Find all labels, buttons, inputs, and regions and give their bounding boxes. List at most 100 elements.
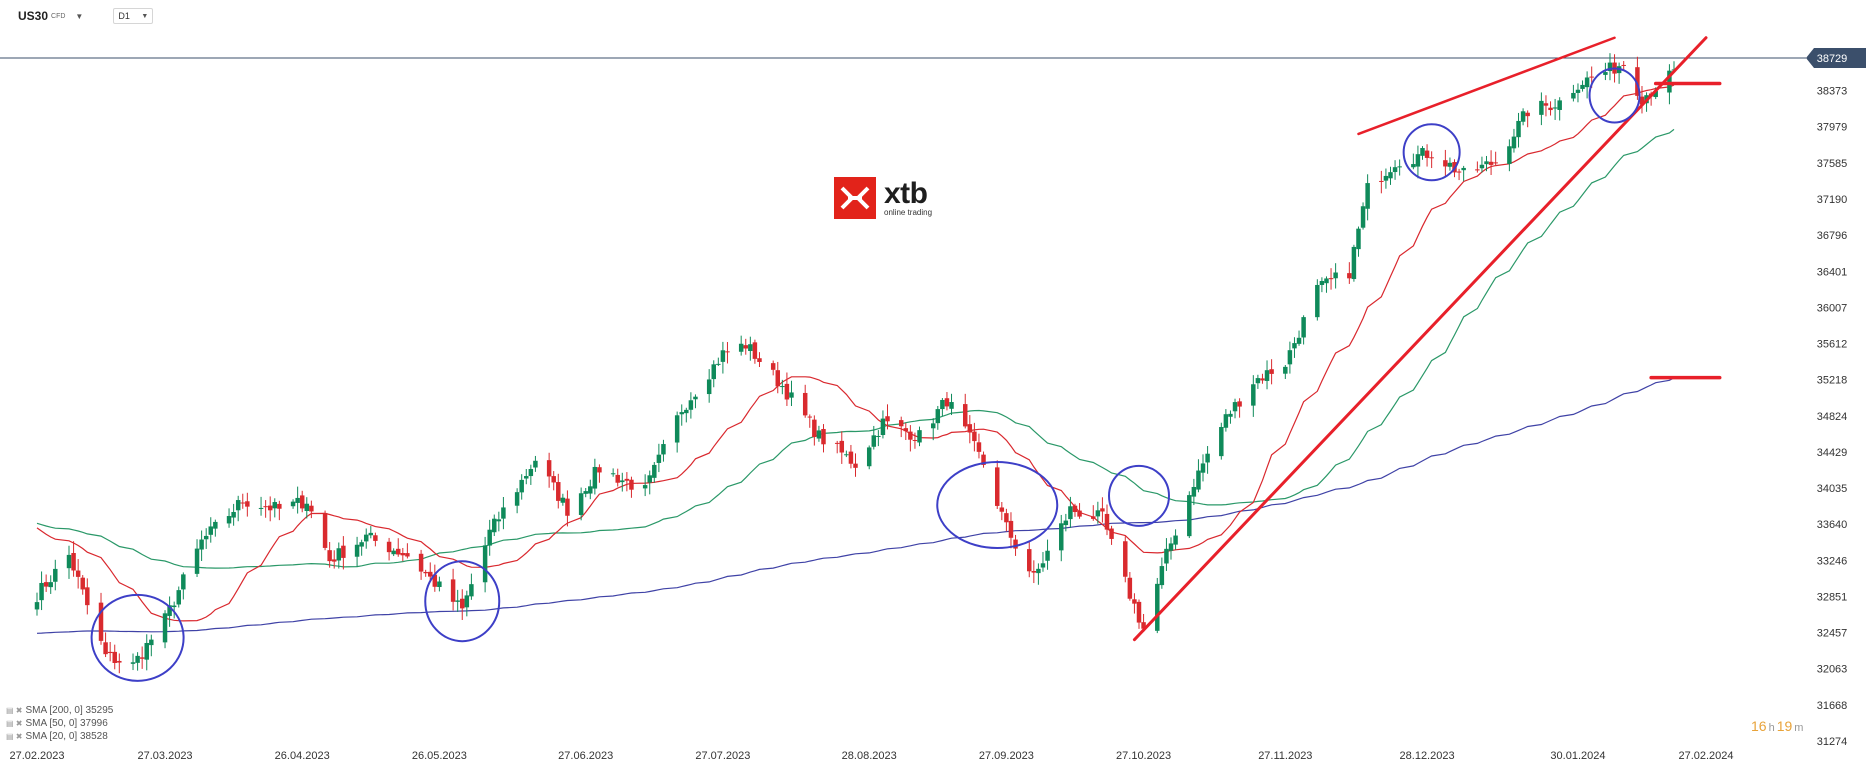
candle[interactable] — [354, 536, 360, 567]
candle[interactable] — [871, 425, 877, 450]
candle[interactable] — [693, 394, 698, 409]
candle[interactable] — [277, 500, 282, 521]
candle[interactable] — [519, 474, 524, 500]
candle[interactable] — [1132, 593, 1137, 614]
candle[interactable] — [1269, 359, 1274, 385]
candle[interactable] — [162, 610, 168, 649]
candle[interactable] — [1219, 422, 1224, 460]
candle[interactable] — [1383, 168, 1389, 189]
candle[interactable] — [903, 422, 909, 441]
candle[interactable] — [1232, 398, 1238, 419]
indicator-settings-icon[interactable]: ▤ ✖ — [6, 732, 23, 741]
candle[interactable] — [48, 575, 53, 594]
candle[interactable] — [642, 474, 648, 497]
candle[interactable] — [624, 472, 630, 492]
candle[interactable] — [1072, 503, 1078, 517]
candle[interactable] — [1493, 151, 1498, 166]
legend-sma20[interactable]: ▤ ✖ SMA [20, 0] 38528 — [6, 730, 113, 743]
candle[interactable] — [295, 486, 300, 514]
candle[interactable] — [1420, 146, 1425, 160]
candle[interactable] — [98, 592, 104, 645]
candle[interactable] — [1296, 330, 1302, 346]
candle[interactable] — [71, 541, 76, 577]
candle[interactable] — [876, 430, 881, 447]
candle[interactable] — [85, 578, 90, 615]
candle[interactable] — [853, 453, 858, 477]
candle[interactable] — [194, 539, 200, 577]
candle[interactable] — [181, 572, 186, 600]
candle[interactable] — [1392, 160, 1398, 180]
candle[interactable] — [1443, 149, 1448, 178]
candle[interactable] — [784, 372, 790, 406]
candle[interactable] — [1155, 577, 1160, 634]
candle[interactable] — [592, 458, 598, 495]
candle[interactable] — [967, 415, 973, 444]
candle[interactable] — [770, 360, 776, 376]
highlight-circle[interactable] — [424, 560, 501, 643]
candle[interactable] — [455, 589, 460, 612]
candle[interactable] — [203, 528, 209, 549]
candle[interactable] — [748, 336, 753, 361]
highlight-circle[interactable] — [1588, 67, 1641, 124]
candle[interactable] — [1520, 108, 1526, 126]
candle[interactable] — [1109, 525, 1114, 545]
legend-sma200[interactable]: ▤ ✖ SMA [200, 0] 35295 — [6, 704, 113, 717]
candle[interactable] — [258, 496, 264, 516]
candle[interactable] — [661, 439, 666, 462]
candle[interactable] — [304, 497, 310, 519]
candle[interactable] — [391, 548, 396, 557]
uptrend-support-line[interactable] — [1132, 36, 1708, 642]
candle[interactable] — [487, 519, 492, 556]
candle[interactable] — [949, 393, 954, 416]
candle[interactable] — [267, 496, 273, 522]
candle[interactable] — [171, 601, 177, 619]
candle[interactable] — [1484, 155, 1489, 172]
candle[interactable] — [290, 499, 296, 509]
candle[interactable] — [807, 414, 813, 428]
candle[interactable] — [144, 634, 149, 671]
candle[interactable] — [528, 464, 534, 485]
candle[interactable] — [450, 568, 456, 611]
candle[interactable] — [322, 510, 328, 551]
highlight-circle[interactable] — [90, 593, 185, 682]
indicator-settings-icon[interactable]: ▤ ✖ — [6, 719, 23, 728]
candle[interactable] — [1475, 161, 1480, 173]
timeframe-select[interactable]: D1 ▼ — [113, 8, 154, 24]
candle[interactable] — [802, 384, 808, 418]
candle[interactable] — [199, 530, 204, 561]
symbol-label[interactable]: US30 — [18, 9, 49, 23]
candle[interactable] — [245, 492, 250, 517]
candle[interactable] — [976, 433, 982, 459]
candle[interactable] — [272, 498, 278, 518]
candle[interactable] — [583, 487, 588, 498]
candle[interactable] — [524, 468, 529, 485]
candle[interactable] — [816, 425, 822, 442]
candle[interactable] — [1456, 168, 1462, 181]
candle[interactable] — [368, 526, 374, 539]
candle[interactable] — [176, 586, 181, 608]
candle[interactable] — [839, 431, 845, 464]
candle[interactable] — [299, 490, 305, 513]
candle[interactable] — [213, 519, 218, 537]
candle[interactable] — [743, 338, 748, 355]
candle[interactable] — [418, 549, 424, 580]
candle[interactable] — [757, 352, 762, 368]
highlight-circle[interactable] — [1402, 123, 1461, 182]
candle[interactable] — [1388, 166, 1393, 185]
candle[interactable] — [962, 393, 968, 429]
candle[interactable] — [1319, 277, 1325, 293]
candle[interactable] — [1040, 552, 1046, 572]
candle[interactable] — [149, 634, 154, 657]
candle[interactable] — [1264, 360, 1270, 390]
candle[interactable] — [1635, 56, 1640, 100]
candle[interactable] — [107, 641, 113, 662]
candle[interactable] — [1356, 226, 1361, 257]
candle[interactable] — [309, 500, 314, 519]
candle[interactable] — [1136, 599, 1142, 629]
candle[interactable] — [208, 517, 213, 543]
symbol-dropdown-chevron-icon[interactable]: ▼ — [75, 11, 84, 21]
candle[interactable] — [1411, 153, 1416, 170]
candle[interactable] — [1516, 112, 1521, 148]
candle[interactable] — [482, 536, 488, 593]
candle[interactable] — [578, 487, 584, 521]
